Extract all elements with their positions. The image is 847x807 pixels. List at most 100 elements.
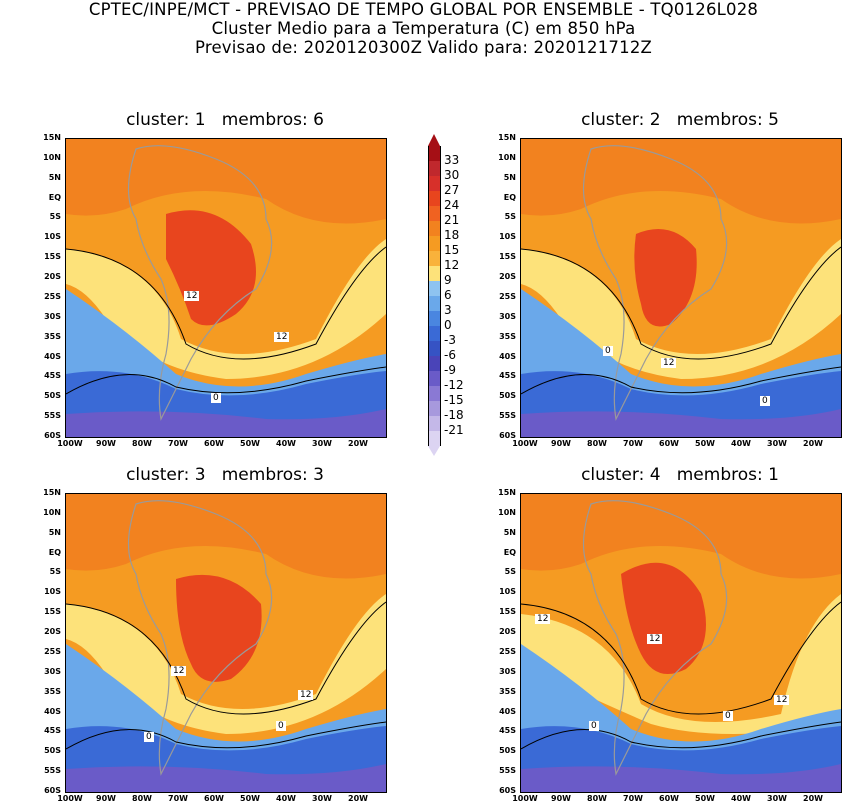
lon-tick-label: 70W bbox=[168, 439, 188, 448]
map-panel-3: cluster: 3 membros: 3 12 12 0 0 15N 10N 5N EQ 5S… bbox=[35, 465, 387, 807]
colorbar-segment bbox=[428, 266, 441, 281]
contour-label: 0 bbox=[603, 346, 613, 356]
lat-tick-label: 5S bbox=[49, 212, 61, 222]
header-subtitle: Cluster Medio para a Temperatura (C) em … bbox=[211, 19, 636, 38]
lat-tick-label: 5N bbox=[48, 172, 61, 182]
colorbar-segment bbox=[428, 236, 441, 251]
colorbar-label: 24 bbox=[444, 198, 460, 212]
lat-tick-label: 50S bbox=[499, 746, 516, 756]
lat-tick-label: 55S bbox=[499, 766, 516, 776]
lat-tick-label: 50S bbox=[44, 746, 61, 756]
colorbar-segment bbox=[428, 341, 441, 356]
lat-tick-label: 20S bbox=[44, 627, 61, 637]
colorbar: 33 30 27 24 21 18 15 12 9 6 3 0 -3 -6 -9 -12 -15 -18 -21 bbox=[424, 134, 484, 456]
lat-tick-label: 10N bbox=[498, 507, 516, 517]
lat-tick-label: EQ bbox=[503, 547, 516, 557]
panel-title: cluster: 1 membros: 6 bbox=[126, 110, 324, 130]
colorbar-segment bbox=[428, 281, 441, 296]
colorbar-segment bbox=[428, 161, 441, 176]
lon-tick-label: 90W bbox=[551, 794, 571, 803]
figure-header: CPTEC/INPE/MCT - PREVISAO DE TEMPO GLOBA… bbox=[0, 0, 847, 57]
header-title: CPTEC/INPE/MCT - PREVISAO DE TEMPO GLOBA… bbox=[88, 0, 759, 19]
lon-tick-label: 60W bbox=[204, 439, 224, 448]
lat-tick-label: EQ bbox=[503, 192, 516, 202]
colorbar-segment bbox=[428, 386, 441, 401]
colorbar-segment bbox=[428, 146, 441, 161]
lon-tick-label: 60W bbox=[659, 439, 679, 448]
temperature-map: 12 12 0 0 bbox=[65, 493, 387, 793]
lat-tick-label: 45S bbox=[44, 371, 61, 381]
colorbar-label: -18 bbox=[444, 408, 464, 422]
lat-tick-label: 5N bbox=[48, 527, 61, 537]
lon-tick-label: 80W bbox=[587, 794, 607, 803]
header-dates: Previsao de: 2020120300Z Valido para: 20… bbox=[194, 38, 653, 57]
colorbar-label: 6 bbox=[444, 288, 452, 302]
contour-label: 0 bbox=[276, 721, 286, 731]
lat-tick-label: 15S bbox=[499, 252, 516, 262]
colorbar-label: 15 bbox=[444, 243, 460, 257]
lat-tick-label: EQ bbox=[48, 192, 61, 202]
temperature-map: 12 12 0 bbox=[65, 138, 387, 438]
lat-tick-label: 5S bbox=[49, 567, 61, 577]
lon-tick-label: 50W bbox=[695, 439, 715, 448]
colorbar-top-arrow bbox=[428, 134, 440, 146]
lat-tick-label: 5S bbox=[504, 567, 516, 577]
lat-tick-label: 15N bbox=[498, 133, 516, 142]
lat-tick-label: 30S bbox=[44, 311, 61, 321]
lon-tick-label: 20W bbox=[348, 439, 368, 448]
lat-tick-label: 60S bbox=[499, 786, 516, 795]
colorbar-segment bbox=[428, 296, 441, 311]
map-panel-4: cluster: 4 membros: 1 12 12 12 0 0 15N 10N 5N EQ… bbox=[490, 465, 842, 807]
contour-label: 12 bbox=[298, 690, 314, 700]
lon-tick-label: 20W bbox=[348, 794, 368, 803]
lat-tick-label: 40S bbox=[44, 351, 61, 361]
lat-tick-label: 5N bbox=[503, 527, 516, 537]
colorbar-segment bbox=[428, 311, 441, 326]
lon-tick-label: 40W bbox=[276, 439, 296, 448]
lon-tick-label: 70W bbox=[623, 439, 643, 448]
panel-title: cluster: 4 membros: 1 bbox=[581, 465, 779, 485]
colorbar-label: 27 bbox=[444, 183, 460, 197]
lat-tick-label: 50S bbox=[44, 391, 61, 401]
map-panel-2: cluster: 2 membros: 5 0 12 0 15N 10N 5N EQ 5S 10… bbox=[490, 110, 842, 452]
lon-tick-label: 30W bbox=[312, 439, 332, 448]
lon-tick-label: 100W bbox=[512, 439, 538, 448]
lat-tick-label: 40S bbox=[499, 351, 516, 361]
colorbar-label: 0 bbox=[444, 318, 452, 332]
colorbar-segment bbox=[428, 251, 441, 266]
colorbar-segment bbox=[428, 401, 441, 416]
contour-label: 12 bbox=[171, 666, 187, 676]
colorbar-label: -15 bbox=[444, 393, 464, 407]
lat-tick-label: 10S bbox=[499, 232, 516, 242]
lat-tick-label: 40S bbox=[499, 706, 516, 716]
lon-tick-label: 30W bbox=[312, 794, 332, 803]
colorbar-label: 12 bbox=[444, 258, 460, 272]
panel-title: cluster: 2 membros: 5 bbox=[581, 110, 779, 130]
lat-tick-label: 15S bbox=[44, 252, 61, 262]
lon-tick-label: 100W bbox=[512, 794, 538, 803]
lon-tick-label: 20W bbox=[803, 439, 823, 448]
colorbar-segment bbox=[428, 416, 441, 431]
colorbar-segment bbox=[428, 356, 441, 371]
lat-tick-label: 15S bbox=[499, 607, 516, 617]
lat-tick-label: 35S bbox=[44, 331, 61, 341]
lat-tick-label: EQ bbox=[48, 547, 61, 557]
contour-label: 0 bbox=[589, 721, 599, 731]
lat-tick-label: 10N bbox=[43, 152, 61, 162]
lat-tick-label: 35S bbox=[499, 686, 516, 696]
lon-tick-label: 100W bbox=[57, 439, 83, 448]
lat-tick-label: 15N bbox=[43, 488, 61, 497]
colorbar-label: -6 bbox=[444, 348, 456, 362]
lat-tick-label: 10N bbox=[498, 152, 516, 162]
lon-tick-label: 80W bbox=[132, 794, 152, 803]
colorbar-label: -9 bbox=[444, 363, 456, 377]
temperature-map: 12 12 12 0 0 bbox=[520, 493, 842, 793]
lat-tick-label: 25S bbox=[499, 291, 516, 301]
lat-tick-label: 45S bbox=[499, 726, 516, 736]
colorbar-segment bbox=[428, 431, 441, 446]
lat-tick-label: 15N bbox=[498, 488, 516, 497]
lat-tick-label: 5S bbox=[504, 212, 516, 222]
contour-label: 0 bbox=[144, 732, 154, 742]
colorbar-segment bbox=[428, 221, 441, 236]
colorbar-label: 30 bbox=[444, 168, 460, 182]
